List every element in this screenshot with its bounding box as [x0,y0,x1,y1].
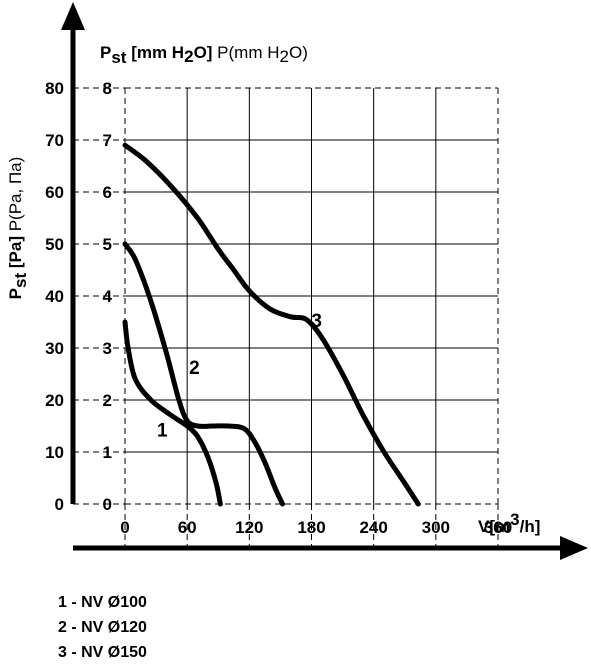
curves [122,142,421,507]
x-tick-60: 60 [178,518,197,537]
y-axis-title-pa: Pst [Pa] P(Pa, Па) [6,157,30,300]
legend-item-3: 3 - NV Ø150 [58,644,147,661]
y-tick-mm-3: 3 [103,339,112,358]
y-axis-arrow [61,2,85,30]
curve-label-3: 3 [311,311,322,332]
y-tick-mm-0: 0 [103,495,112,514]
legend-item-2: 2 - NV Ø120 [58,619,147,636]
curve-series-1 [122,319,223,507]
y-tick-mm-7: 7 [103,131,112,150]
y-tick-pa-60: 60 [45,183,64,202]
y-tick-pa-0: 0 [55,495,64,514]
y-tick-mm-4: 4 [103,287,113,306]
curve-label-2: 2 [189,358,200,379]
legend: 1 - NV Ø100 2 - NV Ø120 3 - NV Ø150 [58,590,147,665]
curve-label-1: 1 [157,420,168,441]
y-tick-mm-6: 6 [103,183,112,202]
y-axis-title-mm: Pst [mm H2O] P(mm H2O) [100,43,308,67]
y-tick-pa-70: 70 [45,131,64,150]
x-tick-0: 0 [120,518,129,537]
tick-labels: 0 010 120 230 340 450 560 670 780 80 60 120 180 240 30… [45,79,512,537]
y-tick-pa-50: 50 [45,235,64,254]
x-tick-120: 120 [235,518,263,537]
y-tick-pa-20: 20 [45,391,64,410]
curve-series-3 [122,142,421,507]
x-axis-title: V[m3/h] [478,510,540,536]
y-tick-pa-10: 10 [45,443,64,462]
x-tick-360: 360 [484,518,512,537]
y-tick-mm-5: 5 [103,235,112,254]
curve-series-2 [122,241,285,507]
y-tick-mm-8: 8 [103,79,112,98]
curve-labels: 1 2 3 [157,311,322,441]
legend-item-1: 1 - NV Ø100 [58,594,147,611]
x-tick-240: 240 [359,518,387,537]
y-tick-pa-30: 30 [45,339,64,358]
y-tick-mm-1: 1 [103,443,112,462]
y-tick-pa-40: 40 [45,287,64,306]
chart-axes [61,2,588,560]
chart-grid [73,87,499,548]
x-tick-300: 300 [422,518,450,537]
y-tick-mm-2: 2 [103,391,112,410]
y-tick-pa-80: 80 [45,79,64,98]
x-tick-180: 180 [297,518,325,537]
x-axis-arrow [560,536,588,560]
